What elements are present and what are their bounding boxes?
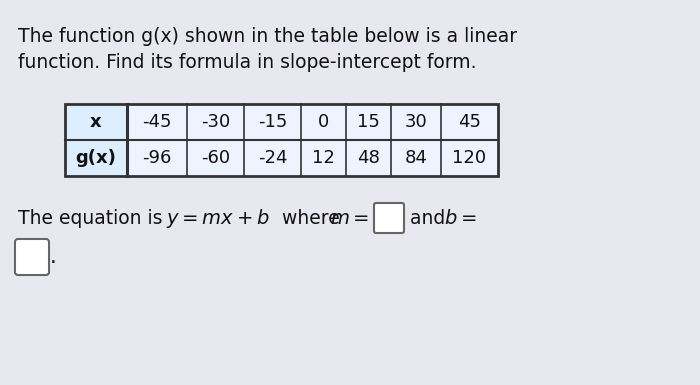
Text: $y = mx + b$: $y = mx + b$ — [166, 206, 270, 229]
Bar — [346, 104, 391, 140]
Text: 84: 84 — [405, 149, 428, 167]
Text: -24: -24 — [258, 149, 287, 167]
Bar — [65, 104, 127, 140]
Text: $b =$: $b =$ — [444, 209, 477, 228]
Bar — [65, 140, 127, 176]
Bar — [244, 104, 301, 140]
Bar — [244, 140, 301, 176]
Text: function. Find its formula in slope-intercept form.: function. Find its formula in slope-inte… — [18, 53, 477, 72]
Text: 12: 12 — [312, 149, 335, 167]
Bar — [187, 104, 244, 140]
Text: x: x — [90, 113, 101, 131]
Text: where: where — [276, 209, 346, 228]
Text: The function g(x) shown in the table below is a linear: The function g(x) shown in the table bel… — [18, 27, 517, 46]
Text: -30: -30 — [201, 113, 230, 131]
Bar — [127, 104, 187, 140]
Bar — [441, 104, 498, 140]
Text: and: and — [410, 209, 452, 228]
Bar — [391, 140, 441, 176]
Bar — [301, 104, 346, 140]
Text: 48: 48 — [357, 149, 380, 167]
Text: 15: 15 — [357, 113, 380, 131]
Text: 0: 0 — [318, 113, 329, 131]
Text: 30: 30 — [405, 113, 428, 131]
Bar — [127, 140, 187, 176]
Bar — [187, 140, 244, 176]
FancyBboxPatch shape — [15, 239, 49, 275]
Text: 45: 45 — [458, 113, 481, 131]
Text: -15: -15 — [258, 113, 287, 131]
Text: $m =$: $m =$ — [330, 209, 369, 228]
FancyBboxPatch shape — [374, 203, 404, 233]
Text: -96: -96 — [142, 149, 172, 167]
Bar — [346, 140, 391, 176]
Text: -60: -60 — [201, 149, 230, 167]
Bar — [301, 140, 346, 176]
Text: The equation is: The equation is — [18, 209, 169, 228]
Text: .: . — [50, 247, 57, 267]
Text: g(x): g(x) — [76, 149, 116, 167]
Bar — [391, 104, 441, 140]
Text: -45: -45 — [142, 113, 172, 131]
Text: 120: 120 — [452, 149, 486, 167]
Bar — [441, 140, 498, 176]
Bar — [65, 104, 498, 176]
